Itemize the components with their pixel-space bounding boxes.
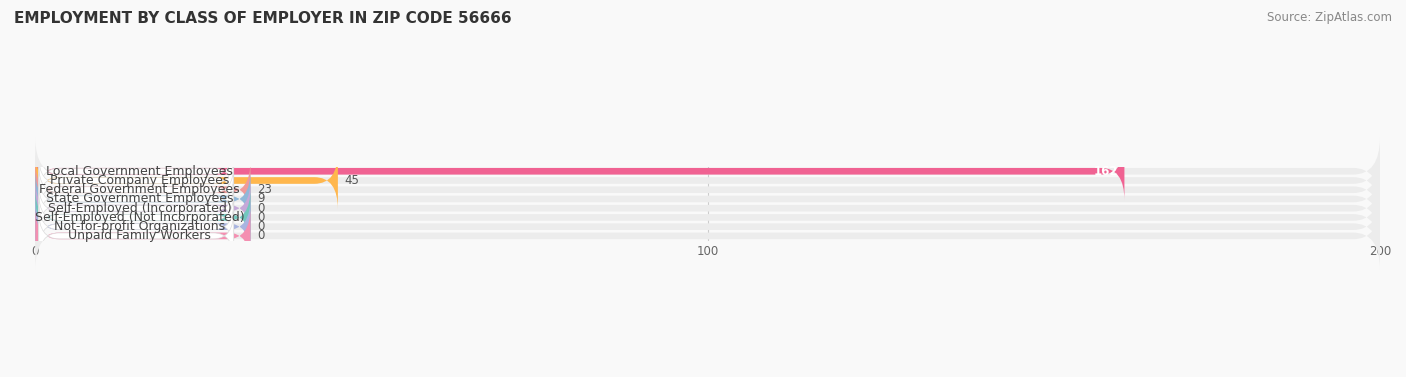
Text: State Government Employees: State Government Employees bbox=[46, 193, 233, 205]
Text: 162: 162 bbox=[1094, 165, 1118, 178]
Text: 0: 0 bbox=[257, 229, 264, 242]
Text: 0: 0 bbox=[257, 220, 264, 233]
FancyBboxPatch shape bbox=[39, 165, 233, 215]
FancyBboxPatch shape bbox=[35, 188, 250, 247]
FancyBboxPatch shape bbox=[35, 184, 1379, 251]
FancyBboxPatch shape bbox=[39, 211, 233, 261]
FancyBboxPatch shape bbox=[35, 161, 250, 219]
FancyBboxPatch shape bbox=[39, 156, 233, 205]
Text: Local Government Employees: Local Government Employees bbox=[46, 165, 233, 178]
Text: Source: ZipAtlas.com: Source: ZipAtlas.com bbox=[1267, 11, 1392, 24]
FancyBboxPatch shape bbox=[35, 207, 250, 265]
FancyBboxPatch shape bbox=[39, 193, 233, 242]
Text: 9: 9 bbox=[257, 193, 264, 205]
FancyBboxPatch shape bbox=[35, 198, 250, 256]
FancyBboxPatch shape bbox=[35, 166, 1379, 233]
FancyBboxPatch shape bbox=[39, 174, 233, 224]
FancyBboxPatch shape bbox=[35, 179, 250, 237]
Text: Federal Government Employees: Federal Government Employees bbox=[39, 183, 240, 196]
FancyBboxPatch shape bbox=[35, 175, 1379, 242]
FancyBboxPatch shape bbox=[35, 152, 337, 210]
Text: 23: 23 bbox=[257, 183, 273, 196]
FancyBboxPatch shape bbox=[39, 202, 233, 251]
Text: Self-Employed (Not Incorporated): Self-Employed (Not Incorporated) bbox=[35, 211, 245, 224]
Text: Not-for-profit Organizations: Not-for-profit Organizations bbox=[53, 220, 225, 233]
Text: Private Company Employees: Private Company Employees bbox=[49, 174, 229, 187]
FancyBboxPatch shape bbox=[35, 156, 1379, 223]
FancyBboxPatch shape bbox=[39, 184, 233, 233]
FancyBboxPatch shape bbox=[35, 147, 1379, 214]
Text: Self-Employed (Incorporated): Self-Employed (Incorporated) bbox=[48, 202, 232, 215]
FancyBboxPatch shape bbox=[35, 170, 250, 228]
Text: 45: 45 bbox=[344, 174, 360, 187]
Text: EMPLOYMENT BY CLASS OF EMPLOYER IN ZIP CODE 56666: EMPLOYMENT BY CLASS OF EMPLOYER IN ZIP C… bbox=[14, 11, 512, 26]
FancyBboxPatch shape bbox=[35, 202, 1379, 270]
Text: 0: 0 bbox=[257, 202, 264, 215]
Text: 0: 0 bbox=[257, 211, 264, 224]
FancyBboxPatch shape bbox=[39, 147, 233, 196]
Text: Unpaid Family Workers: Unpaid Family Workers bbox=[67, 229, 211, 242]
FancyBboxPatch shape bbox=[35, 142, 1125, 200]
FancyBboxPatch shape bbox=[35, 193, 1379, 260]
FancyBboxPatch shape bbox=[35, 138, 1379, 205]
